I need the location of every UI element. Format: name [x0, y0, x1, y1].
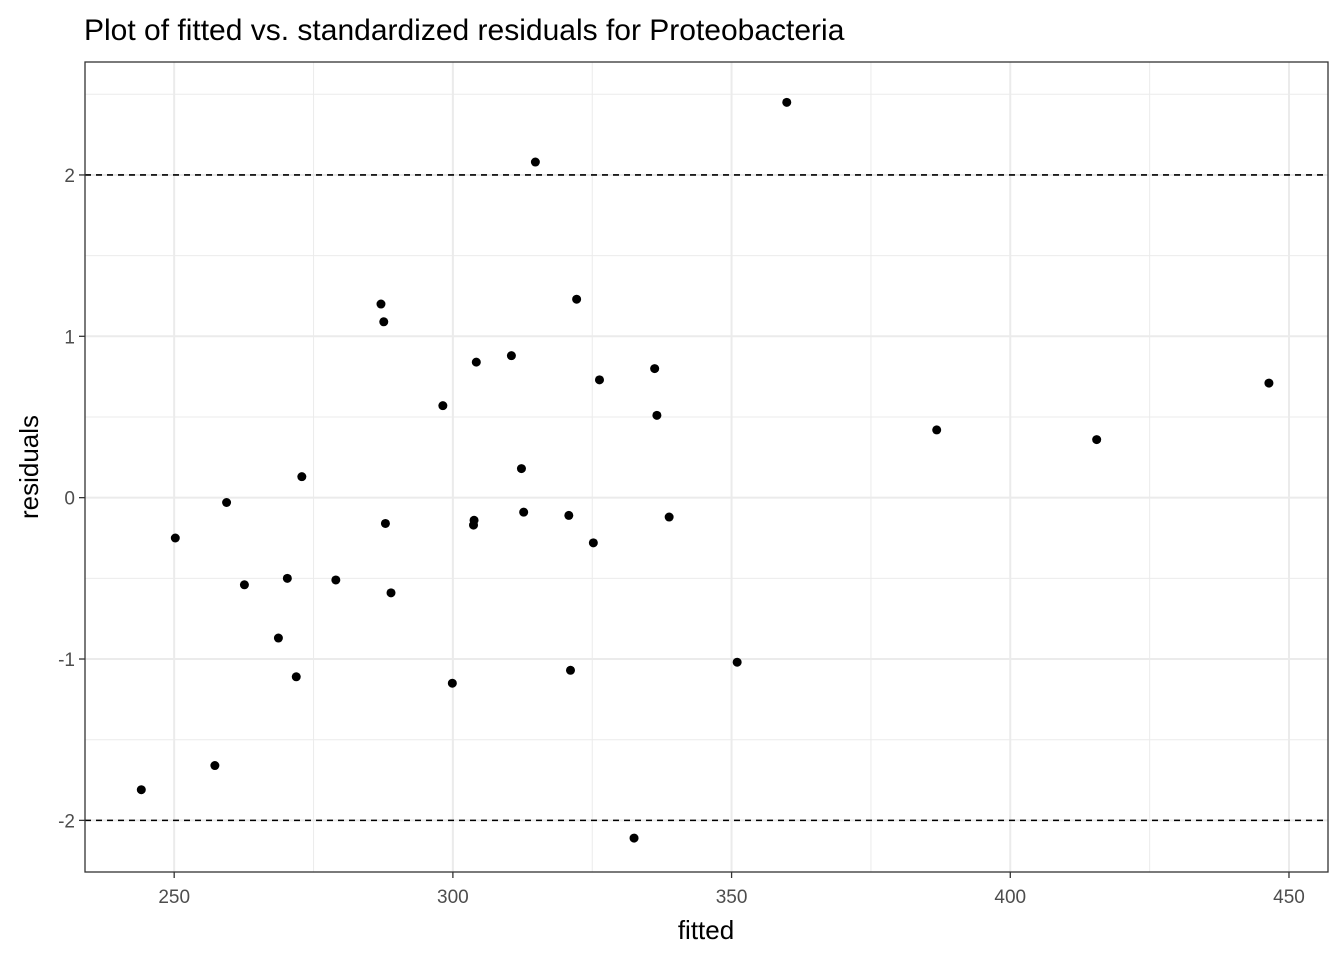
data-point — [447, 678, 457, 688]
data-point — [282, 573, 292, 583]
x-tick-label: 300 — [437, 887, 469, 908]
data-point — [565, 665, 575, 675]
data-point — [594, 375, 604, 385]
data-point — [516, 464, 526, 474]
data-point — [239, 580, 249, 590]
major-grid — [85, 62, 1328, 872]
data-point — [170, 533, 180, 543]
data-point — [932, 425, 942, 435]
data-point — [469, 515, 479, 525]
data-point — [222, 497, 232, 507]
data-point — [380, 518, 390, 528]
data-point — [291, 672, 301, 682]
data-point — [471, 357, 481, 367]
data-point — [273, 633, 283, 643]
data-point — [572, 294, 582, 304]
x-axis-label: fitted — [678, 915, 734, 945]
panel-border — [84, 61, 1329, 873]
data-point — [652, 410, 662, 420]
data-point — [376, 299, 386, 309]
x-tick-label: 400 — [994, 887, 1026, 908]
x-tick-label: 250 — [158, 887, 190, 908]
data-points — [136, 97, 1274, 843]
data-point — [438, 401, 448, 411]
data-point — [331, 575, 341, 585]
data-point — [386, 588, 396, 598]
chart-title: Plot of fitted vs. standardized residual… — [84, 14, 845, 47]
data-point — [732, 657, 742, 667]
x-tick-label: 350 — [716, 887, 748, 908]
data-point — [1264, 378, 1274, 388]
data-point — [564, 510, 574, 520]
y-tick-label: 0 — [64, 489, 75, 510]
y-tick-label: 1 — [64, 327, 75, 348]
data-point — [506, 351, 516, 361]
data-point — [210, 761, 220, 771]
data-point — [136, 785, 146, 795]
reference-lines — [85, 174, 1328, 822]
x-axis: 250 300 350 400 450 — [158, 872, 1305, 908]
y-tick-label: -1 — [58, 650, 75, 671]
y-axis: -2 -1 0 1 2 — [58, 166, 85, 832]
y-tick-label: 2 — [64, 166, 75, 187]
data-point — [519, 507, 529, 517]
data-point — [629, 833, 639, 843]
data-point — [1092, 435, 1102, 445]
data-point — [588, 538, 598, 548]
data-point — [530, 157, 540, 167]
x-tick-label: 450 — [1273, 887, 1305, 908]
data-point — [664, 512, 674, 522]
y-axis-label: residuals — [14, 415, 44, 519]
data-point — [782, 97, 792, 107]
data-point — [650, 364, 660, 374]
y-tick-label: -2 — [58, 811, 75, 832]
data-point — [379, 317, 389, 327]
minor-grid — [85, 62, 1328, 872]
data-point — [297, 472, 307, 482]
